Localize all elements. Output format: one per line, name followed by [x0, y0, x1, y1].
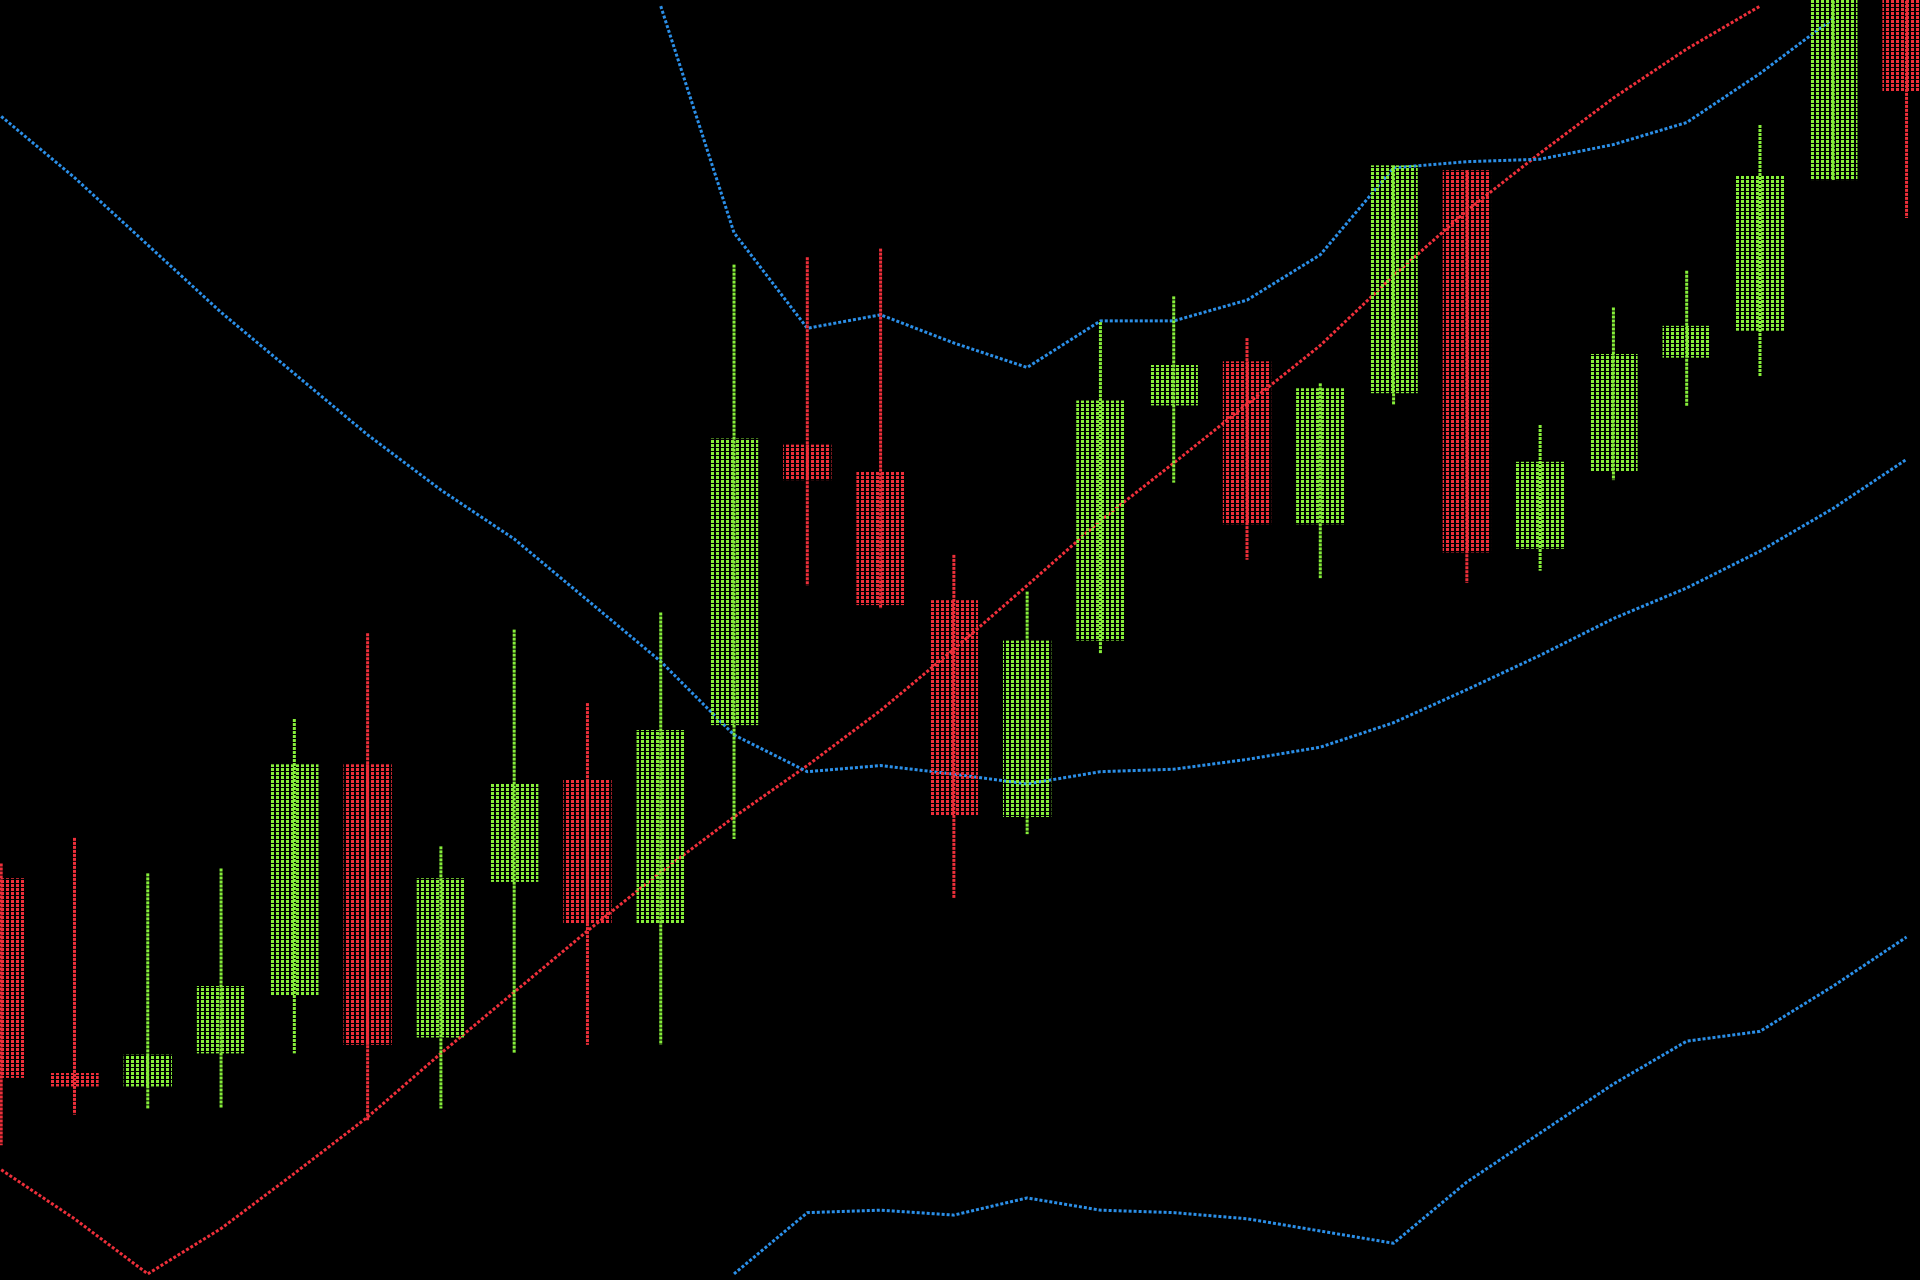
candle-body: [196, 986, 246, 1054]
candle-body: [123, 1054, 172, 1087]
candle-body: [1002, 640, 1052, 817]
candle-body: [1149, 365, 1198, 406]
indicator-line: [0, 115, 1908, 786]
candle-body: [1369, 165, 1418, 394]
candle-body: [343, 764, 392, 1045]
candle-body: [1222, 361, 1272, 525]
candle-body: [563, 779, 612, 924]
candle-body: [1662, 325, 1711, 358]
candle-body: [1589, 353, 1638, 472]
candle-body: [1296, 388, 1345, 525]
candle-body: [1442, 170, 1492, 553]
candle-body: [50, 1072, 99, 1087]
candle-body: [856, 471, 905, 606]
candle-body: [1809, 0, 1858, 181]
candle-body: [416, 878, 466, 1038]
candle-body: [783, 444, 832, 481]
candle-body: [1735, 175, 1785, 331]
candle-body: [489, 783, 539, 882]
candle-body: [929, 600, 979, 816]
candle-body: [0, 878, 26, 1078]
candle-body: [270, 764, 319, 996]
indicator-line: [659, 5, 1835, 369]
candle-body: [1882, 0, 1920, 92]
candle-body: [1076, 400, 1125, 641]
candle-body: [1515, 461, 1565, 549]
candle-body: [709, 438, 759, 726]
candle-body: [636, 730, 685, 924]
indicator-line: [733, 935, 1908, 1276]
